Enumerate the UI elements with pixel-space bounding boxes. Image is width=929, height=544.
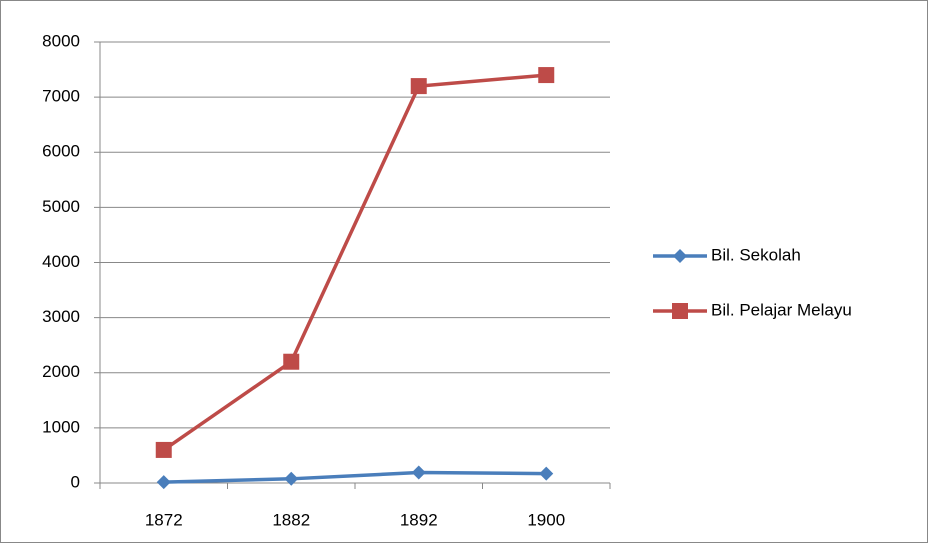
x-tick-label: 1900 <box>527 510 565 529</box>
x-tick-label: 1892 <box>400 510 438 529</box>
data-point <box>538 67 555 84</box>
y-tick-label: 7000 <box>42 87 80 106</box>
y-tick-label: 5000 <box>42 197 80 216</box>
data-point <box>539 466 554 481</box>
y-tick-label: 1000 <box>42 417 80 436</box>
y-tick-label: 0 <box>71 472 80 491</box>
y-tick-label: 8000 <box>42 31 80 50</box>
legend-label: Bil. Sekolah <box>711 245 801 264</box>
legend-marker <box>672 303 688 319</box>
legend-label: Bil. Pelajar Melayu <box>711 300 852 319</box>
data-point <box>156 475 171 490</box>
data-point <box>410 78 427 95</box>
y-tick-label: 2000 <box>42 362 80 381</box>
y-tick-label: 4000 <box>42 252 80 271</box>
y-tick-label: 3000 <box>42 307 80 326</box>
series-line <box>163 470 547 484</box>
x-tick-label: 1882 <box>272 510 310 529</box>
x-tick-label: 1872 <box>145 510 183 529</box>
y-tick-label: 6000 <box>42 142 80 161</box>
series-line <box>162 73 547 452</box>
legend-marker <box>673 249 687 263</box>
data-point <box>284 471 299 486</box>
data-point <box>411 465 426 480</box>
data-point <box>283 353 300 370</box>
data-point <box>155 441 172 458</box>
